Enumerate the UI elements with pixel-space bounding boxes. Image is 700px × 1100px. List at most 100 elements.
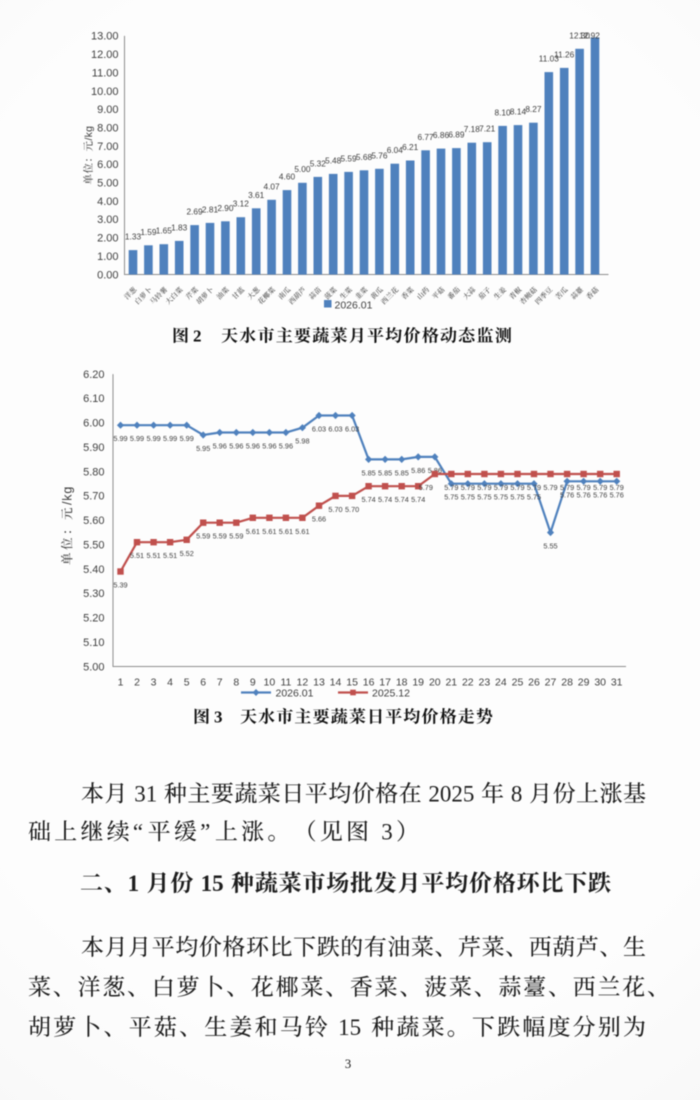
svg-text:22: 22 [462, 677, 474, 689]
svg-text:8.00: 8.00 [97, 123, 118, 135]
svg-text:21: 21 [445, 677, 457, 689]
svg-text:23: 23 [479, 677, 491, 689]
svg-text:29: 29 [578, 677, 590, 689]
svg-text:5.74: 5.74 [411, 495, 425, 504]
svg-text:6.00: 6.00 [83, 418, 104, 430]
svg-text:2.00: 2.00 [97, 233, 118, 245]
svg-text:12.92: 12.92 [579, 30, 600, 40]
svg-text:5.66: 5.66 [312, 515, 326, 524]
svg-text:5.79: 5.79 [477, 483, 491, 492]
svg-text:5.79: 5.79 [461, 483, 475, 492]
svg-text:4.07: 4.07 [264, 181, 281, 191]
svg-text:5.96: 5.96 [279, 442, 293, 451]
svg-text:3.00: 3.00 [97, 214, 118, 226]
svg-text:6.89: 6.89 [448, 130, 465, 140]
svg-text:5.61: 5.61 [279, 527, 293, 536]
svg-text:15: 15 [346, 677, 358, 689]
svg-text:5.99: 5.99 [180, 434, 194, 443]
svg-text:2025: 2025 [428, 782, 474, 807]
svg-text:3: 3 [345, 1056, 352, 1071]
svg-text:8: 8 [233, 677, 239, 689]
svg-text:3.12: 3.12 [233, 199, 250, 209]
svg-text:1.83: 1.83 [171, 222, 188, 232]
svg-text:2.81: 2.81 [202, 204, 219, 214]
svg-text:13: 13 [313, 677, 325, 689]
svg-text:5.68: 5.68 [356, 152, 373, 162]
svg-text:2: 2 [193, 327, 202, 346]
svg-text:8.14: 8.14 [510, 107, 527, 117]
svg-text:6.00: 6.00 [97, 159, 118, 171]
svg-text:5.79: 5.79 [543, 483, 557, 492]
svg-text:6.03: 6.03 [312, 425, 326, 434]
svg-text:31: 31 [134, 782, 157, 807]
svg-text:6.03: 6.03 [345, 425, 359, 434]
svg-text:5.50: 5.50 [83, 539, 104, 551]
svg-text:5.85: 5.85 [378, 468, 392, 477]
svg-text:17: 17 [379, 677, 391, 689]
svg-text:27: 27 [545, 677, 557, 689]
svg-text:12: 12 [297, 677, 309, 689]
svg-text:6.03: 6.03 [328, 425, 342, 434]
svg-text:10.00: 10.00 [91, 86, 119, 98]
svg-text:5.59: 5.59 [213, 532, 227, 541]
svg-text:6.21: 6.21 [402, 142, 419, 152]
svg-text:31: 31 [611, 677, 623, 689]
svg-text:5.79: 5.79 [560, 483, 574, 492]
svg-text:5.75: 5.75 [477, 493, 491, 502]
svg-text:9.00: 9.00 [97, 104, 118, 116]
svg-text:5.74: 5.74 [361, 495, 375, 504]
svg-text:5.75: 5.75 [444, 493, 458, 502]
svg-text:5.51: 5.51 [146, 551, 160, 560]
svg-text:6: 6 [200, 677, 206, 689]
svg-text:24: 24 [495, 677, 507, 689]
svg-text:19: 19 [412, 677, 424, 689]
svg-text:5.96: 5.96 [262, 442, 276, 451]
svg-text:5.96: 5.96 [213, 442, 227, 451]
svg-text:5.79: 5.79 [419, 483, 433, 492]
svg-text:11.26: 11.26 [554, 49, 575, 59]
svg-text:5.10: 5.10 [83, 637, 104, 649]
svg-text:11: 11 [280, 677, 291, 689]
svg-text:6.86: 6.86 [433, 130, 450, 140]
svg-text:1.00: 1.00 [97, 251, 118, 263]
svg-text:20: 20 [429, 677, 441, 689]
svg-text:5.86: 5.86 [411, 466, 425, 475]
svg-text:5.76: 5.76 [610, 490, 624, 499]
svg-text:5.61: 5.61 [262, 527, 276, 536]
svg-text:5.39: 5.39 [113, 581, 127, 590]
svg-text:3.61: 3.61 [248, 190, 265, 200]
svg-text:5.79: 5.79 [444, 483, 458, 492]
svg-text:5.85: 5.85 [395, 468, 409, 477]
svg-text:9: 9 [250, 677, 256, 689]
svg-text:2025.12: 2025.12 [372, 687, 410, 699]
svg-text:“: “ [133, 820, 143, 845]
svg-text:5.61: 5.61 [295, 527, 309, 536]
svg-text:5.95: 5.95 [196, 444, 210, 453]
svg-text:1.59: 1.59 [140, 227, 157, 237]
svg-text:15: 15 [338, 1015, 361, 1040]
svg-text:6.10: 6.10 [83, 393, 104, 405]
svg-text:18: 18 [396, 677, 408, 689]
svg-text:30: 30 [594, 677, 606, 689]
svg-text:0.00: 0.00 [97, 269, 118, 281]
svg-text:5.75: 5.75 [510, 493, 524, 502]
svg-text:7: 7 [217, 677, 223, 689]
svg-text:5.70: 5.70 [345, 505, 359, 514]
svg-text:5.40: 5.40 [83, 564, 104, 576]
svg-text:6.20: 6.20 [83, 369, 104, 381]
svg-text:8.10: 8.10 [495, 107, 512, 117]
svg-text:5.74: 5.74 [395, 495, 409, 504]
svg-text:15: 15 [201, 871, 224, 896]
svg-text:”: ” [200, 820, 210, 845]
svg-text:5.79: 5.79 [494, 483, 508, 492]
svg-text:5.55: 5.55 [543, 542, 557, 551]
svg-text:7.18: 7.18 [464, 124, 481, 134]
svg-text:4.00: 4.00 [97, 196, 118, 208]
svg-text:5.80: 5.80 [83, 466, 104, 478]
svg-text:8: 8 [511, 782, 523, 807]
svg-text:5.20: 5.20 [83, 613, 104, 625]
svg-text:7.21: 7.21 [479, 124, 496, 134]
svg-text:1.65: 1.65 [156, 226, 173, 236]
svg-text:5.79: 5.79 [593, 483, 607, 492]
svg-text:5.70: 5.70 [328, 505, 342, 514]
